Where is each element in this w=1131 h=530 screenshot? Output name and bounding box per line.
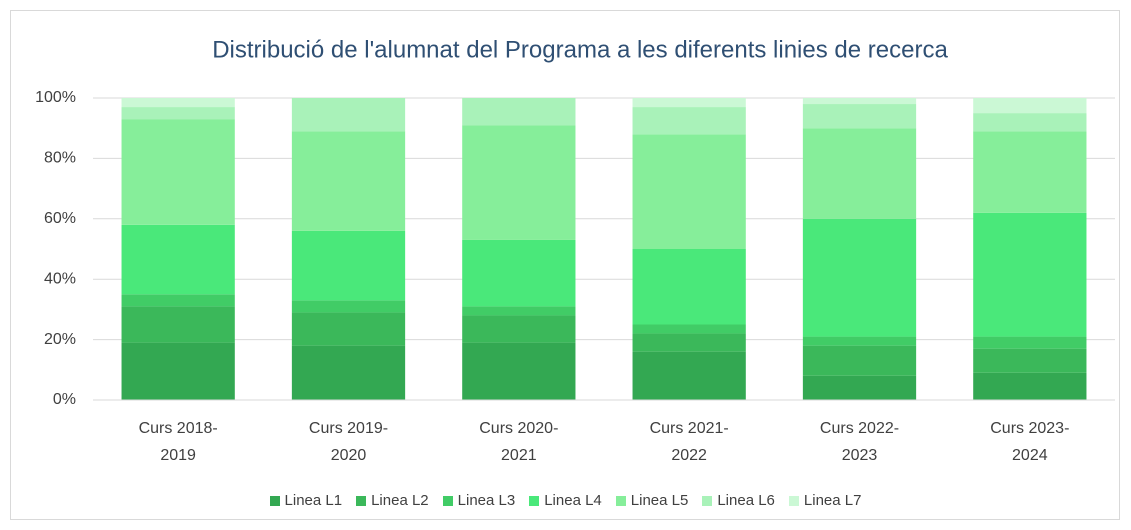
bar-segment [291, 131, 406, 231]
legend-swatch [442, 495, 453, 506]
x-tick-label: Curs 2022-2023 [819, 420, 900, 464]
legend: Linea L1 Linea L2 Linea L3 Linea L4 Linea L5… [0, 492, 1131, 509]
legend-label: Linea L6 [717, 492, 775, 509]
legend-item: Linea L7 [788, 492, 862, 509]
bar-segment [121, 119, 235, 225]
legend-item: Linea L2 [356, 492, 429, 509]
bar-segment [973, 336, 1087, 349]
bar-segment [462, 306, 576, 316]
legend-label: Linea L3 [457, 492, 516, 509]
legend-swatch [702, 495, 713, 506]
bar-segment [291, 230, 406, 301]
bar-segment [973, 372, 1087, 400]
bar-segment [973, 131, 1087, 213]
bar-segment [802, 345, 917, 376]
bar-segment [802, 98, 917, 105]
bar-segment [802, 336, 917, 346]
bar-segment [632, 134, 746, 249]
bar-segment [973, 348, 1087, 373]
x-tick-label: Curs 2019-2020 [308, 420, 389, 464]
bar-segment [632, 107, 746, 135]
bar-segment [121, 342, 235, 400]
y-tick-label: 100% [35, 89, 76, 106]
legend-swatch [356, 495, 367, 506]
y-tick-label: 0% [53, 391, 76, 408]
x-tick-label: Curs 2021-2022 [649, 420, 729, 464]
bar-segment [121, 224, 235, 295]
legend-label: Linea L5 [630, 492, 689, 509]
x-tick-label: Curs 2018-2019 [138, 420, 218, 464]
bar-segment [462, 315, 576, 343]
bar-segment [632, 324, 746, 334]
bar-segment [802, 128, 917, 219]
legend-label: Linea L4 [544, 492, 602, 509]
chart-title: Distribució de l'alumnat del Programa a … [212, 36, 948, 63]
legend-swatch [615, 495, 626, 506]
x-tick-label: Curs 2023-2024 [990, 420, 1070, 464]
bar-segment [973, 98, 1087, 114]
bar-segment [802, 218, 917, 337]
bar-segment [973, 113, 1087, 132]
bar-segment [973, 212, 1087, 337]
bar-segment [632, 98, 746, 108]
legend-item: Linea L4 [529, 492, 602, 509]
legend-item: Linea L6 [702, 492, 775, 509]
bar-segment [632, 351, 746, 400]
bar-segment [632, 333, 746, 352]
legend-label: Linea L2 [371, 492, 429, 509]
y-tick-label: 80% [44, 150, 76, 167]
bar-segment [121, 294, 235, 307]
legend-label: Linea L7 [803, 492, 862, 509]
bar-segment [462, 98, 576, 126]
legend-swatch [269, 495, 280, 506]
bar-segment [291, 98, 406, 132]
bar-segment [291, 300, 406, 313]
bar-segment [121, 306, 235, 343]
x-tick-label: Curs 2020-2021 [479, 420, 559, 464]
bar-segment [291, 345, 406, 400]
legend-swatch [788, 495, 799, 506]
bar-segment [121, 98, 235, 108]
bar-segment [121, 107, 235, 120]
bar-segment [802, 375, 917, 400]
legend-swatch [529, 495, 540, 506]
y-tick-label: 20% [44, 331, 76, 348]
bar-segment [462, 342, 576, 400]
bar-segment [632, 249, 746, 325]
bar-segment [462, 125, 576, 240]
bar-segment [462, 239, 576, 307]
bar-segment [802, 104, 917, 129]
y-tick-label: 40% [44, 270, 76, 287]
legend-label: Linea L1 [284, 492, 343, 509]
legend-item: Linea L3 [442, 492, 516, 509]
bar-segment [291, 312, 406, 346]
y-tick-label: 60% [44, 210, 76, 227]
legend-item: Linea L1 [269, 492, 343, 509]
legend-item: Linea L5 [615, 492, 689, 509]
